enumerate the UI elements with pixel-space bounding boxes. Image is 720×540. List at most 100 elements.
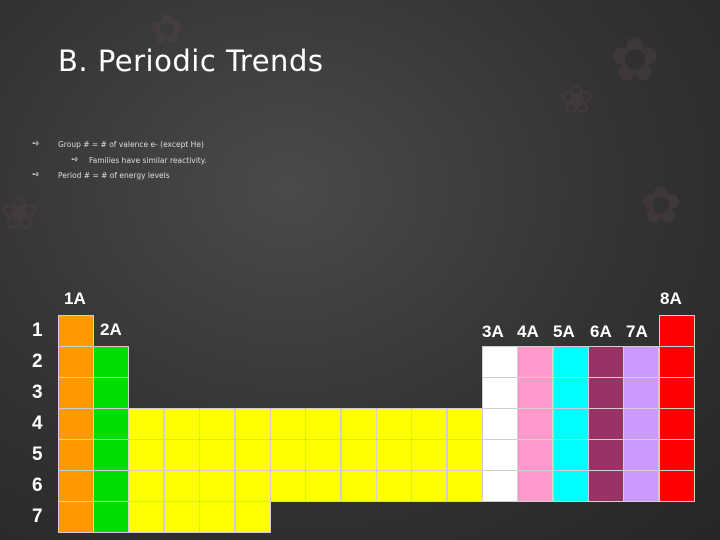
element-cell: [376, 439, 412, 471]
element-cell: [235, 470, 271, 502]
element-cell: [164, 501, 200, 533]
period-label-1: 1: [32, 320, 43, 341]
bullet-item: ➺ Period # = # of energy levels: [32, 170, 170, 180]
element-cell: [553, 470, 589, 502]
element-cell: [623, 470, 659, 502]
element-cell: [517, 439, 553, 471]
period-label-7: 7: [32, 506, 43, 527]
element-cell: [235, 501, 271, 533]
bullet-item: ➺ Group # = # of valence e- (except He): [32, 139, 204, 149]
bullet-text: Group # = # of valence e- (except He): [58, 140, 204, 149]
element-cell: [235, 439, 271, 471]
element-cell: [623, 377, 659, 409]
element-cell: [659, 439, 695, 471]
bullet-text: Period # = # of energy levels: [58, 171, 170, 180]
element-cell: [623, 408, 659, 440]
group-label-3a: 3A: [482, 322, 504, 341]
element-cell: [305, 470, 341, 502]
element-cell: [588, 346, 624, 378]
bullet-arrow-icon: ➺: [71, 155, 79, 165]
element-cell: [447, 408, 483, 440]
element-cell: [128, 501, 164, 533]
group-label-4a: 4A: [517, 322, 539, 341]
period-label-6: 6: [32, 475, 43, 496]
element-cell: [411, 470, 447, 502]
element-cell: [199, 501, 235, 533]
element-cell: [58, 315, 94, 347]
element-cell: [199, 470, 235, 502]
element-cell: [164, 470, 200, 502]
element-cell: [659, 377, 695, 409]
element-cell: [588, 439, 624, 471]
slide-title: B. Periodic Trends: [58, 44, 324, 78]
period-label-5: 5: [32, 444, 43, 465]
element-cell: [93, 346, 129, 378]
element-cell: [270, 470, 306, 502]
element-cell: [553, 408, 589, 440]
element-cell: [553, 346, 589, 378]
element-cell: [58, 377, 94, 409]
group-label-2a: 2A: [100, 320, 122, 339]
element-cell: [235, 408, 271, 440]
period-label-3: 3: [32, 382, 43, 403]
group-label-6a: 6A: [590, 322, 612, 341]
element-cell: [128, 439, 164, 471]
group-label-1a: 1A: [64, 289, 86, 308]
group-label-8a: 8A: [660, 289, 682, 308]
element-cell: [305, 408, 341, 440]
group-label-7a: 7A: [626, 322, 648, 341]
element-cell: [553, 377, 589, 409]
element-cell: [659, 315, 695, 347]
element-cell: [482, 470, 518, 502]
element-cell: [517, 346, 553, 378]
background-flower-decoration: ✿: [150, 7, 184, 53]
element-cell: [58, 408, 94, 440]
element-cell: [447, 470, 483, 502]
background-flower-decoration: ✿: [610, 25, 661, 95]
element-cell: [376, 408, 412, 440]
element-cell: [199, 439, 235, 471]
element-cell: [553, 439, 589, 471]
sub-bullet-item: ➺ Families have similar reactivity.: [71, 155, 207, 165]
element-cell: [341, 408, 377, 440]
element-cell: [58, 346, 94, 378]
element-cell: [58, 501, 94, 533]
element-cell: [482, 346, 518, 378]
element-cell: [199, 408, 235, 440]
background-flower-decoration: ✿: [640, 176, 682, 234]
element-cell: [341, 470, 377, 502]
element-cell: [411, 439, 447, 471]
element-cell: [305, 439, 341, 471]
element-cell: [128, 470, 164, 502]
element-cell: [93, 501, 129, 533]
bullet-arrow-icon: ➺: [32, 139, 40, 149]
element-cell: [376, 470, 412, 502]
background-flower-decoration: ❀: [0, 186, 39, 240]
element-cell: [93, 377, 129, 409]
element-cell: [517, 377, 553, 409]
element-cell: [482, 408, 518, 440]
element-cell: [517, 408, 553, 440]
element-cell: [659, 346, 695, 378]
element-cell: [447, 439, 483, 471]
element-cell: [623, 439, 659, 471]
element-cell: [588, 408, 624, 440]
element-cell: [93, 439, 129, 471]
element-cell: [270, 408, 306, 440]
element-cell: [128, 408, 164, 440]
period-label-4: 4: [32, 413, 43, 434]
element-cell: [164, 408, 200, 440]
element-cell: [659, 470, 695, 502]
element-cell: [482, 439, 518, 471]
element-cell: [93, 470, 129, 502]
element-cell: [517, 470, 553, 502]
element-cell: [270, 439, 306, 471]
element-cell: [164, 439, 200, 471]
element-cell: [93, 408, 129, 440]
element-cell: [482, 377, 518, 409]
element-cell: [588, 470, 624, 502]
element-cell: [659, 408, 695, 440]
element-cell: [588, 377, 624, 409]
element-cell: [341, 439, 377, 471]
background-flower-decoration: ❀: [560, 77, 594, 123]
